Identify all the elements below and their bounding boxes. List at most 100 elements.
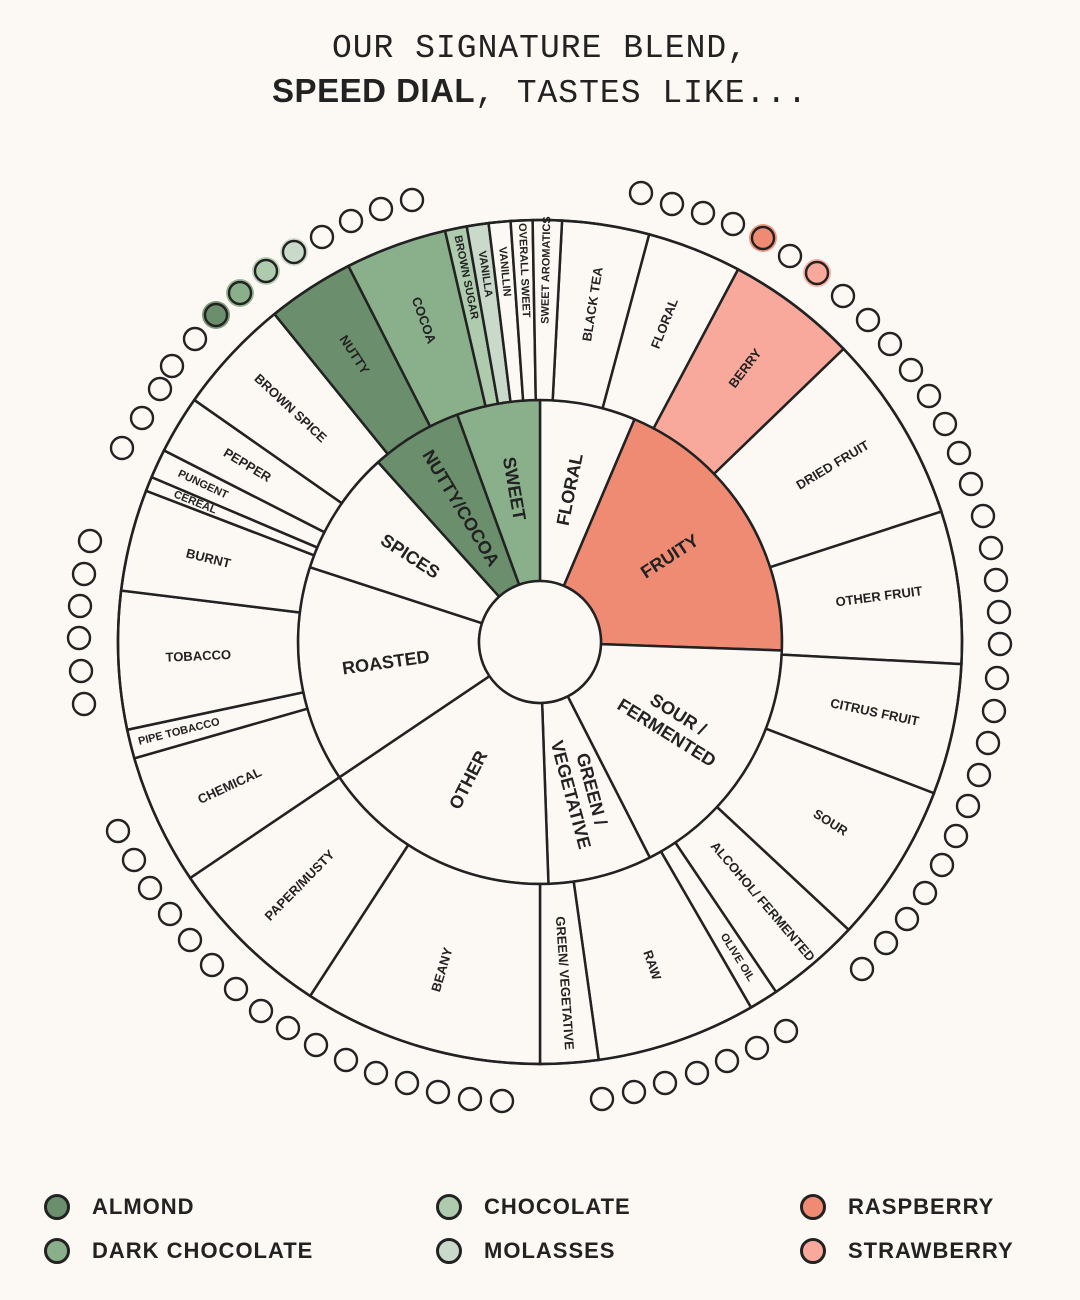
dot-right-bot-4 xyxy=(714,1048,740,1074)
title-line-1: OUR SIGNATURE BLEND, xyxy=(331,30,749,67)
dot-right-8 xyxy=(855,307,881,333)
dot-left-top-6 xyxy=(226,279,254,307)
legend-label-strawberry: STRAWBERRY xyxy=(848,1238,1014,1263)
dot-left-top-8 xyxy=(280,238,308,266)
dot-right-22 xyxy=(975,730,1001,756)
legend-dot-dark-chocolate xyxy=(44,1238,70,1264)
wheel-outer-label-vanillin: VANILLIN xyxy=(496,246,513,297)
dot-left-mid-2 xyxy=(67,593,93,619)
dot-left-mid-5 xyxy=(71,691,97,717)
dot-right-14 xyxy=(958,471,984,497)
dot-right-16 xyxy=(978,535,1004,561)
dot-left-bot-8 xyxy=(275,1015,301,1041)
dot-right-28 xyxy=(894,906,920,932)
legend-label-molasses: MOLASSES xyxy=(484,1238,616,1263)
dot-right-10 xyxy=(898,357,924,383)
dot-right-5 xyxy=(777,243,803,269)
dot-right-bot-6 xyxy=(773,1018,799,1044)
legend-label-chocolate: CHOCOLATE xyxy=(484,1194,631,1219)
wheel-outer-label-sweet-aromatics: SWEET AROMATICS xyxy=(539,216,553,324)
dot-right-bot-5 xyxy=(744,1035,770,1061)
dot-left-bot-5 xyxy=(199,952,225,978)
legend-item-molasses: MOLASSES xyxy=(436,1229,615,1273)
dot-left-bot-6 xyxy=(223,976,249,1002)
dot-left-bot-11 xyxy=(363,1060,389,1086)
dot-left-bot-7 xyxy=(248,998,274,1024)
dot-right-3 xyxy=(720,211,746,237)
dot-left-top-5 xyxy=(202,301,230,329)
dot-right-20 xyxy=(984,665,1010,691)
legend-dot-almond xyxy=(44,1194,70,1220)
dot-left-bot-4 xyxy=(177,927,203,953)
dot-left-top-7 xyxy=(252,257,280,285)
legend-item-almond: ALMOND xyxy=(44,1185,195,1229)
dot-right-21 xyxy=(981,698,1007,724)
dot-left-top-9 xyxy=(309,224,335,250)
dot-left-mid-0 xyxy=(77,528,103,554)
dot-left-top-10 xyxy=(338,208,364,234)
dot-right-6 xyxy=(803,259,831,287)
dot-right-0 xyxy=(628,180,654,206)
dot-right-30 xyxy=(849,956,875,982)
legend-dot-raspberry xyxy=(800,1194,826,1220)
dot-left-bot-15 xyxy=(489,1088,515,1114)
dot-right-17 xyxy=(983,567,1009,593)
blend-name: SPEED DIAL xyxy=(272,72,476,109)
title-line-2: SPEED DIAL, TASTES LIKE... xyxy=(0,72,1080,112)
legend-item-raspberry: RASPBERRY xyxy=(800,1185,994,1229)
legend-label-raspberry: RASPBERRY xyxy=(848,1194,995,1219)
dot-right-29 xyxy=(873,930,899,956)
dot-right-18 xyxy=(986,599,1012,625)
dot-left-bot-13 xyxy=(425,1079,451,1105)
dot-left-bot-1 xyxy=(121,847,147,873)
dot-right-bot-3 xyxy=(684,1060,710,1086)
dot-right-11 xyxy=(916,383,942,409)
dot-left-top-4 xyxy=(182,326,208,352)
legend-dot-molasses xyxy=(436,1238,462,1264)
dot-left-top-2 xyxy=(147,376,173,402)
dot-left-top-11 xyxy=(368,196,394,222)
dot-right-4 xyxy=(749,224,777,252)
dot-right-24 xyxy=(955,793,981,819)
legend-item-dark-chocolate: DARK CHOCOLATE xyxy=(44,1229,313,1273)
dot-left-bot-14 xyxy=(457,1086,483,1112)
dot-right-12 xyxy=(932,411,958,437)
dot-left-bot-10 xyxy=(333,1047,359,1073)
dot-right-2 xyxy=(690,200,716,226)
dot-left-bot-9 xyxy=(303,1032,329,1058)
dot-left-top-1 xyxy=(129,405,155,431)
wheel-outer-rim xyxy=(116,218,964,1066)
wheel-outer-label-tobacco: TOBACCO xyxy=(165,647,231,665)
dot-left-bot-2 xyxy=(137,875,163,901)
legend-item-chocolate: CHOCOLATE xyxy=(436,1185,631,1229)
legend-dot-chocolate xyxy=(436,1194,462,1220)
legend-dot-strawberry xyxy=(800,1238,826,1264)
dot-right-bot-0 xyxy=(589,1086,615,1112)
dot-left-top-12 xyxy=(399,187,425,213)
wheel-center xyxy=(477,579,603,705)
dot-left-top-0 xyxy=(109,435,135,461)
dot-right-26 xyxy=(929,852,955,878)
legend: ALMOND DARK CHOCOLATE CHOCOLATE MOLASSES… xyxy=(0,1185,1080,1275)
wheel-outer-label-overall-sweet: OVERALL SWEET xyxy=(516,223,532,318)
legend-label-almond: ALMOND xyxy=(92,1194,195,1219)
dot-left-top-3 xyxy=(159,353,185,379)
dot-right-25 xyxy=(943,823,969,849)
dot-right-15 xyxy=(970,503,996,529)
dot-right-1 xyxy=(659,191,685,217)
dot-left-mid-4 xyxy=(68,658,94,684)
dot-left-bot-12 xyxy=(394,1070,420,1096)
dot-left-bot-3 xyxy=(157,901,183,927)
dot-left-mid-1 xyxy=(71,561,97,587)
dot-right-9 xyxy=(877,331,903,357)
legend-item-strawberry: STRAWBERRY xyxy=(800,1229,1014,1273)
dot-right-13 xyxy=(946,440,972,466)
dot-right-bot-2 xyxy=(652,1070,678,1096)
dot-right-19 xyxy=(987,631,1013,657)
legend-label-dark-chocolate: DARK CHOCOLATE xyxy=(92,1238,314,1263)
title-line-2-rest: , TASTES LIKE... xyxy=(475,75,808,112)
dot-right-27 xyxy=(912,880,938,906)
dot-left-mid-3 xyxy=(66,625,92,651)
dot-right-7 xyxy=(830,283,856,309)
